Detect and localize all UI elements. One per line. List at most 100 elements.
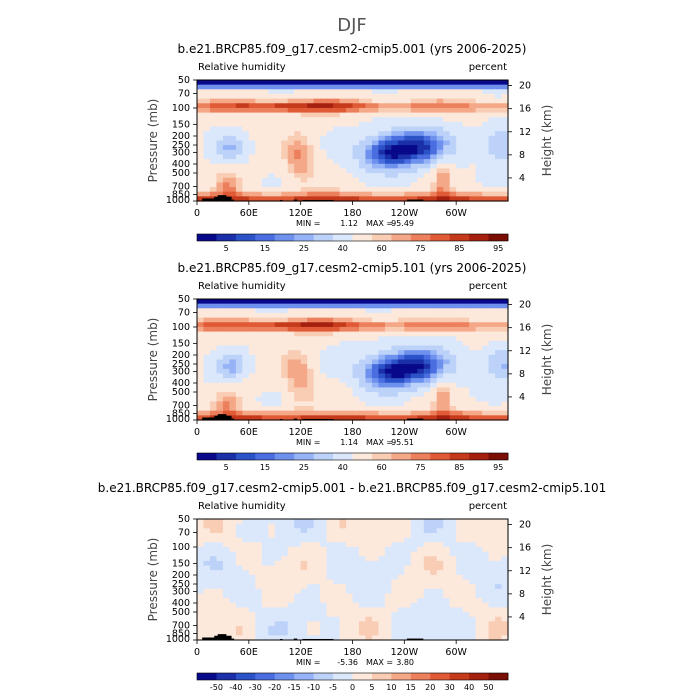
- heatmap-cell: [443, 299, 451, 305]
- heatmap-cell: [482, 574, 490, 581]
- heatmap-cell: [495, 387, 503, 393]
- heatmap-cell: [391, 598, 399, 604]
- heatmap-cell: [222, 331, 230, 337]
- heatmap-cell: [333, 107, 341, 114]
- heatmap-cell: [261, 415, 269, 421]
- heatmap-cell: [391, 145, 399, 151]
- heatmap-cell: [443, 317, 451, 323]
- heatmap-cell: [352, 317, 360, 323]
- heatmap-cell: [462, 103, 470, 109]
- heatmap-cell: [384, 117, 392, 123]
- heatmap-cell: [469, 630, 477, 636]
- heatmap-cell: [346, 336, 354, 342]
- heatmap-cell: [436, 131, 444, 137]
- heatmap-cell: [358, 168, 367, 174]
- heatmap-cell: [216, 191, 224, 197]
- heatmap-cell: [261, 154, 269, 160]
- heatmap-cell: [404, 635, 412, 641]
- heatmap-cell: [371, 551, 380, 557]
- heatmap-cell: [482, 107, 490, 114]
- heatmap-cell: [365, 145, 373, 151]
- heatmap-cell: [320, 303, 328, 309]
- heatmap-cell: [456, 551, 464, 557]
- heatmap-cell: [495, 303, 503, 309]
- heatmap-cell: [294, 354, 302, 361]
- colorbar-swatch: [391, 234, 412, 241]
- heatmap-cell: [235, 354, 243, 361]
- heatmap-cell: [456, 537, 464, 543]
- heatmap-cell: [222, 410, 230, 416]
- heatmap-cell: [501, 126, 509, 132]
- heatmap-cell: [352, 392, 360, 398]
- heatmap-cell: [469, 303, 477, 309]
- heatmap-cell: [307, 612, 315, 618]
- heatmap-cell: [384, 593, 392, 599]
- heatmap-cell: [300, 354, 308, 361]
- heatmap-cell: [326, 528, 334, 534]
- heatmap-cell: [203, 588, 211, 595]
- heatmap-cell: [365, 326, 373, 333]
- heatmap-cell: [320, 121, 328, 128]
- heatmap-cell: [371, 121, 380, 128]
- heatmap-cell: [255, 145, 263, 151]
- heatmap-cell: [436, 135, 444, 142]
- heatmap-cell: [300, 584, 308, 590]
- heatmap-cell: [365, 336, 373, 342]
- heatmap-cell: [320, 196, 328, 202]
- heatmap-cell: [378, 551, 386, 557]
- heatmap-cell: [346, 168, 354, 174]
- heatmap-cell: [378, 519, 386, 525]
- heatmap-cell: [475, 532, 483, 539]
- topography: [217, 414, 227, 420]
- heatmap-cell: [449, 532, 457, 539]
- heatmap-cell: [482, 154, 490, 160]
- heatmap-cell: [339, 187, 347, 193]
- heatmap-cell: [216, 154, 224, 160]
- heatmap-cell: [261, 299, 269, 305]
- colorbar-swatch: [255, 453, 276, 460]
- heatmap-cell: [430, 612, 438, 618]
- heatmap-cell: [417, 635, 425, 641]
- heatmap-cell: [469, 570, 477, 576]
- heatmap-cell: [294, 103, 302, 109]
- heatmap-cell: [423, 598, 431, 604]
- heatmap-cell: [235, 630, 243, 636]
- heatmap-cell: [358, 149, 367, 156]
- heatmap-cell: [384, 103, 392, 109]
- heatmap-cell: [287, 107, 295, 114]
- heatmap-cell: [307, 354, 315, 361]
- heatmap-cell: [346, 98, 354, 104]
- heatmap-cell: [300, 336, 308, 342]
- heatmap-cell: [436, 98, 444, 104]
- heatmap-cell: [423, 574, 431, 581]
- heatmap-cell: [358, 191, 367, 197]
- heatmap-cell: [358, 373, 367, 379]
- heatmap-cell: [248, 131, 256, 137]
- heatmap-cell: [482, 382, 490, 389]
- heatmap-cell: [300, 80, 308, 86]
- heatmap-cell: [449, 565, 457, 571]
- heatmap-cell: [404, 135, 412, 142]
- heatmap-cell: [410, 621, 418, 627]
- topography: [231, 199, 235, 201]
- heatmap-cell: [482, 168, 490, 174]
- heatmap-cell: [495, 117, 503, 123]
- heatmap-cell: [268, 187, 276, 193]
- heatmap-cell: [326, 117, 334, 123]
- heatmap-cell: [229, 312, 237, 319]
- heatmap-cell: [209, 593, 218, 599]
- heatmap-cell: [261, 368, 269, 375]
- heatmap-cell: [456, 196, 464, 202]
- heatmap-cell: [384, 359, 392, 365]
- heatmap-cell: [423, 336, 431, 342]
- topography: [302, 638, 334, 640]
- heatmap-cell: [391, 89, 399, 95]
- heatmap-cell: [423, 191, 431, 197]
- heatmap-cell: [482, 126, 490, 132]
- heatmap-cell: [430, 149, 438, 156]
- heatmap-cell: [358, 401, 367, 407]
- heatmap-cell: [320, 378, 328, 384]
- heatmap-cell: [462, 303, 470, 309]
- heatmap-cell: [235, 598, 243, 604]
- heatmap-cell: [397, 373, 405, 379]
